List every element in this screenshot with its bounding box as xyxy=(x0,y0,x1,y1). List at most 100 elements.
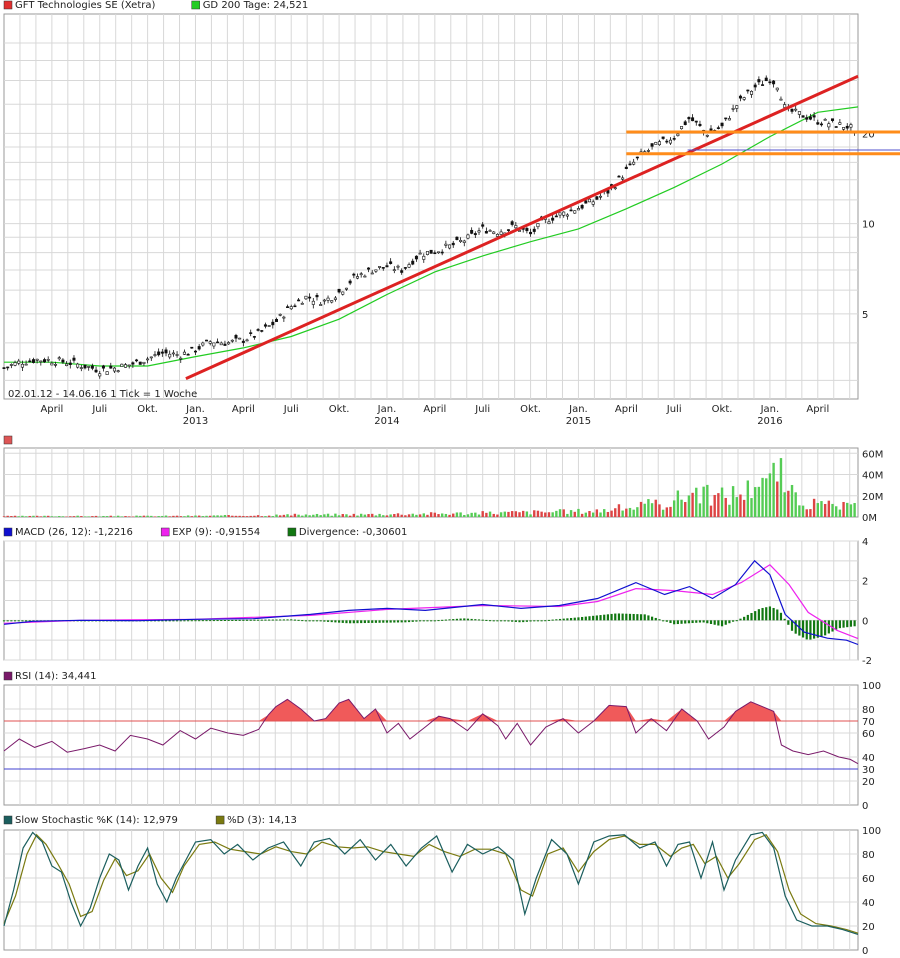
price-panel-frame xyxy=(3,13,859,400)
price-candle xyxy=(352,273,356,276)
price-candle xyxy=(580,204,584,209)
rsi-line xyxy=(3,698,859,765)
divergence-bar xyxy=(676,620,679,625)
price-candle xyxy=(79,367,83,369)
price-candle xyxy=(451,242,455,246)
price-candle xyxy=(138,361,142,365)
divergence-bar xyxy=(551,619,554,621)
divergence-bar xyxy=(606,614,609,621)
volume-bar xyxy=(135,515,138,517)
divergence-bar xyxy=(455,618,459,621)
volume-bar xyxy=(731,486,735,517)
legend-swatch xyxy=(215,815,225,825)
divergence-bar xyxy=(621,613,624,621)
price-candle xyxy=(716,127,720,129)
legend-swatch xyxy=(191,0,200,10)
divergence-bar xyxy=(595,615,598,621)
divergence-bar xyxy=(658,619,661,621)
divergence-bar xyxy=(702,620,705,623)
volume-bar xyxy=(794,492,797,517)
divergence-bar xyxy=(430,620,433,622)
divergence-bar xyxy=(345,620,348,624)
divergence-bar xyxy=(481,619,484,621)
volume-bar xyxy=(654,499,657,517)
price-candle xyxy=(35,358,39,361)
volume-bar xyxy=(109,515,112,517)
price-candle xyxy=(54,364,58,366)
volume-bar xyxy=(577,508,580,517)
volume-bar xyxy=(488,511,492,517)
divergence-bar xyxy=(581,616,584,621)
volume-bar xyxy=(816,503,819,517)
divergence-bar xyxy=(555,619,558,621)
price-candle xyxy=(127,364,131,367)
volume-bar xyxy=(124,516,127,517)
trend-line xyxy=(185,74,859,381)
price-candle xyxy=(569,209,573,212)
divergence-bar xyxy=(198,620,201,622)
volume-bar xyxy=(297,514,300,517)
divergence-bar xyxy=(761,607,764,621)
volume-bar xyxy=(849,504,853,517)
price-candle xyxy=(425,251,429,255)
price-candle xyxy=(429,249,433,254)
price-candle xyxy=(385,265,389,268)
volume-bar xyxy=(606,511,610,517)
volume-bar xyxy=(35,515,39,517)
volume-bar xyxy=(761,477,764,517)
volume-bar xyxy=(83,516,87,517)
divergence-bar xyxy=(249,619,252,621)
price-candle xyxy=(367,267,371,270)
divergence-bar xyxy=(382,620,385,623)
price-candle xyxy=(179,357,183,360)
divergence-bar xyxy=(13,620,17,622)
volume-bar xyxy=(510,511,514,517)
volume-bar xyxy=(319,515,322,517)
volume-bar xyxy=(625,508,628,517)
volume-bar xyxy=(61,516,65,517)
divergence-bar xyxy=(330,620,333,623)
divergence-bar xyxy=(253,619,256,621)
price-candle xyxy=(617,175,621,178)
volume-bar xyxy=(58,516,61,517)
x-axis-month-label: Jan. xyxy=(377,404,397,415)
price-candle xyxy=(724,117,728,120)
volume-bar xyxy=(477,514,481,517)
divergence-bar xyxy=(496,620,499,622)
price-candle xyxy=(252,336,256,338)
rsi-axis-tick: 70 xyxy=(862,717,875,728)
divergence-bar xyxy=(341,620,344,623)
price-candle xyxy=(396,265,400,268)
price-candle xyxy=(525,228,529,232)
volume-bar xyxy=(216,515,219,517)
volume-bar xyxy=(680,499,683,517)
volume-bar xyxy=(337,515,341,517)
divergence-bar xyxy=(603,614,606,621)
price-candle xyxy=(330,300,334,303)
volume-bar xyxy=(220,515,223,517)
price-candle xyxy=(411,260,415,265)
volume-bar xyxy=(400,514,403,517)
price-candle xyxy=(812,115,816,118)
volume-bar xyxy=(275,514,278,517)
divergence-bar xyxy=(17,620,20,622)
price-footnote: 02.01.12 - 14.06.16 1 Tick = 1 Woche xyxy=(8,389,197,400)
volume-bar xyxy=(823,503,827,517)
divergence-bar xyxy=(695,620,698,623)
divergence-bar xyxy=(684,620,687,624)
volume-bar xyxy=(282,514,286,517)
price-candle xyxy=(98,373,102,377)
price-candle xyxy=(514,225,518,229)
divergence-bar xyxy=(194,620,197,622)
volume-bar xyxy=(481,511,484,517)
price-candle xyxy=(624,166,628,169)
volume-bar xyxy=(746,480,750,517)
rsi-axis-tick: 20 xyxy=(862,777,875,788)
volume-bar xyxy=(536,510,540,517)
price-candle xyxy=(801,115,805,118)
volume-bar xyxy=(801,505,805,517)
price-candle xyxy=(61,359,65,363)
macd-axis-tick: 0 xyxy=(862,616,868,627)
divergence-bar xyxy=(507,620,510,622)
volume-bar xyxy=(787,490,790,517)
